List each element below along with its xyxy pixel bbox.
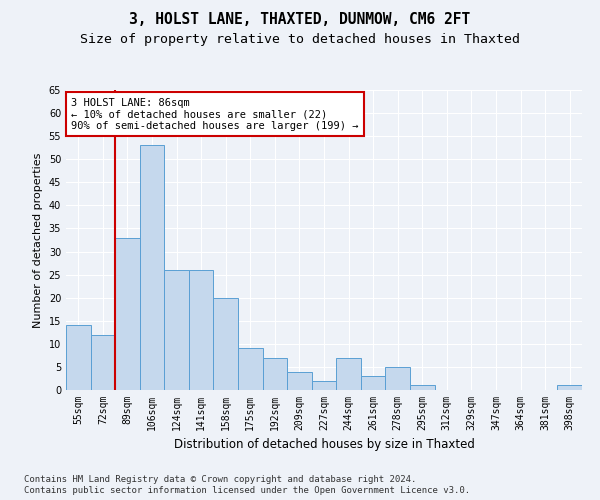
- Bar: [312, 381, 336, 390]
- Text: Contains public sector information licensed under the Open Government Licence v3: Contains public sector information licen…: [24, 486, 470, 495]
- Text: Contains HM Land Registry data © Crown copyright and database right 2024.: Contains HM Land Registry data © Crown c…: [24, 475, 416, 484]
- Bar: [189, 270, 214, 390]
- X-axis label: Distribution of detached houses by size in Thaxted: Distribution of detached houses by size …: [173, 438, 475, 452]
- Bar: [91, 334, 115, 390]
- Bar: [238, 348, 263, 390]
- Bar: [66, 326, 91, 390]
- Bar: [164, 270, 189, 390]
- Bar: [115, 238, 140, 390]
- Bar: [263, 358, 287, 390]
- Bar: [361, 376, 385, 390]
- Bar: [140, 146, 164, 390]
- Text: 3 HOLST LANE: 86sqm
← 10% of detached houses are smaller (22)
90% of semi-detach: 3 HOLST LANE: 86sqm ← 10% of detached ho…: [71, 98, 359, 130]
- Bar: [410, 386, 434, 390]
- Bar: [385, 367, 410, 390]
- Bar: [214, 298, 238, 390]
- Bar: [336, 358, 361, 390]
- Bar: [287, 372, 312, 390]
- Bar: [557, 386, 582, 390]
- Y-axis label: Number of detached properties: Number of detached properties: [33, 152, 43, 328]
- Text: Size of property relative to detached houses in Thaxted: Size of property relative to detached ho…: [80, 32, 520, 46]
- Text: 3, HOLST LANE, THAXTED, DUNMOW, CM6 2FT: 3, HOLST LANE, THAXTED, DUNMOW, CM6 2FT: [130, 12, 470, 28]
